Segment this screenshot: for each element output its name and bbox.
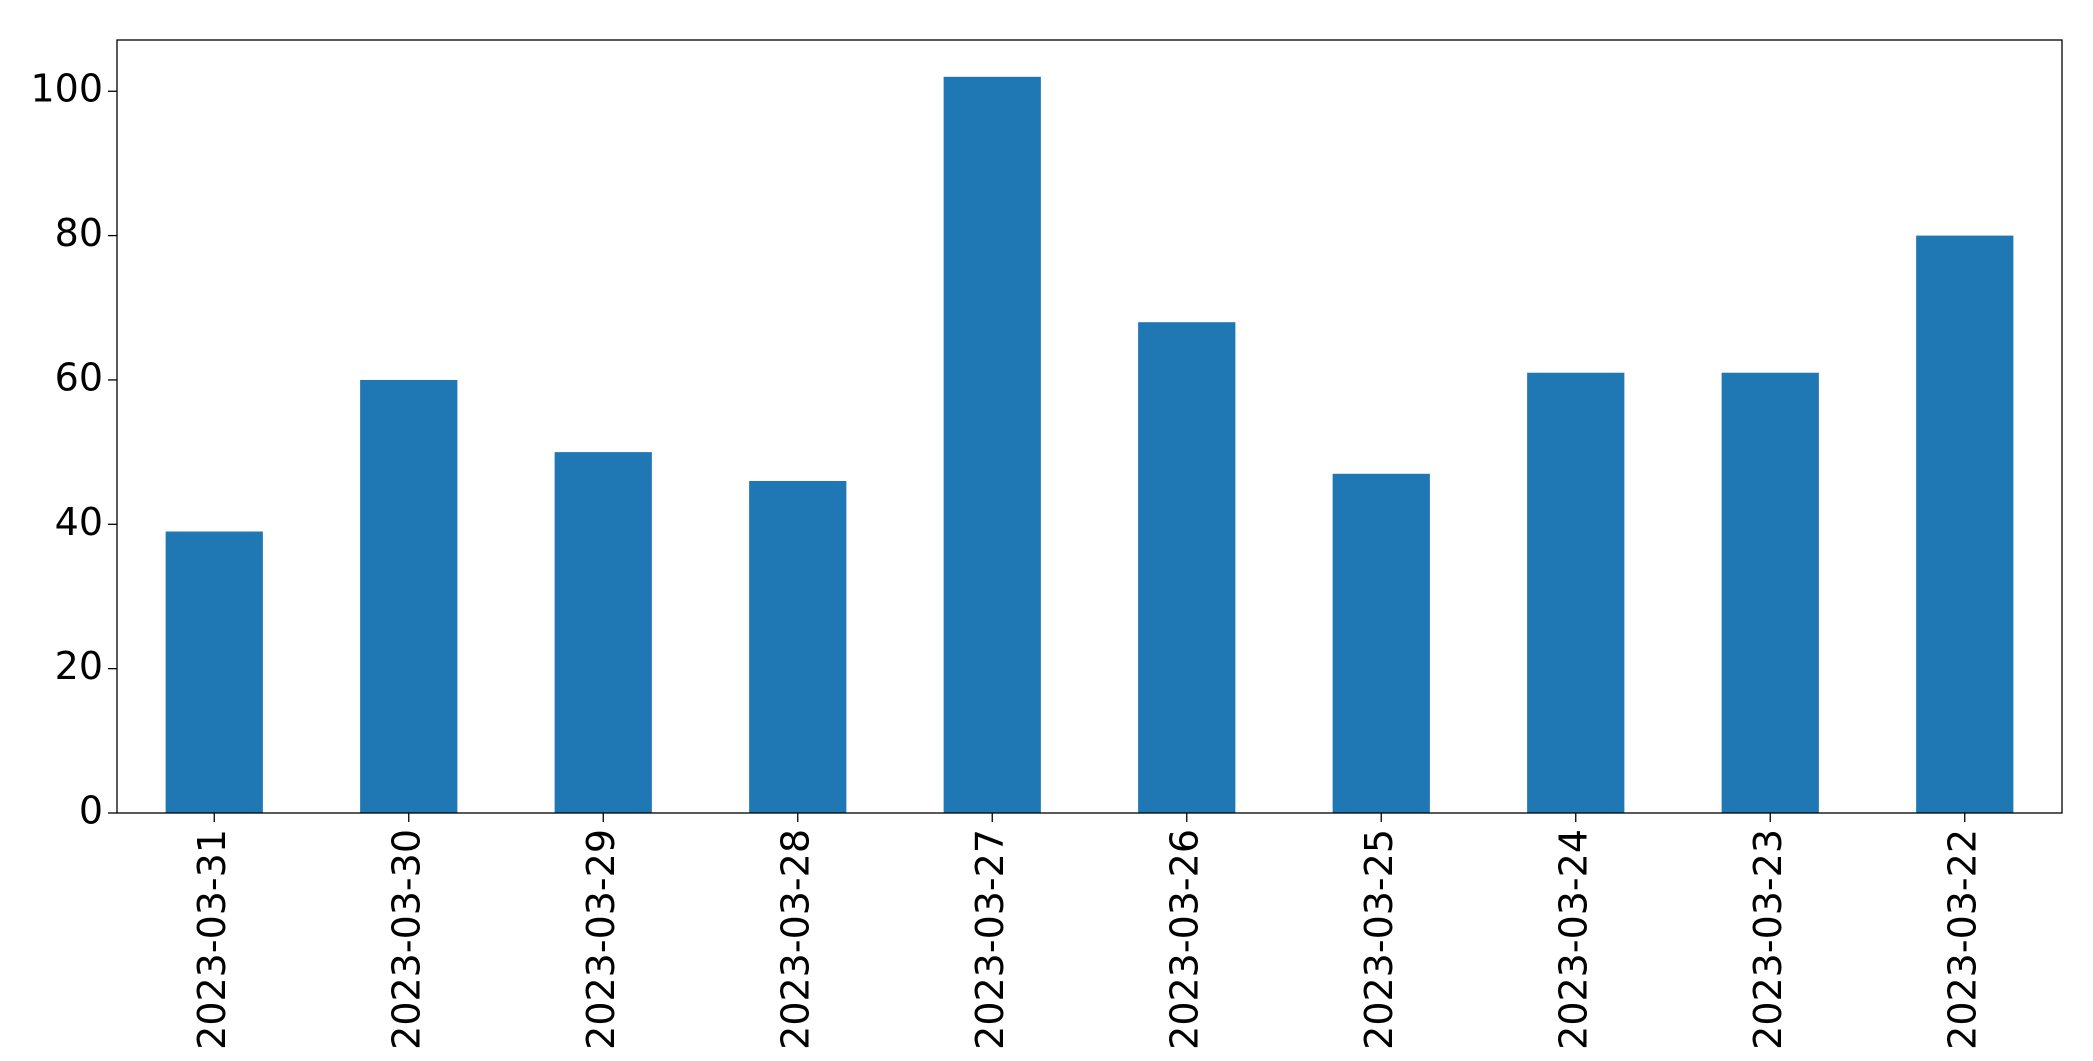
x-tick-label: 2023-03-25: [1357, 829, 1401, 1050]
y-tick-label: 0: [79, 789, 103, 833]
y-tick-label: 60: [55, 355, 103, 399]
x-tick-label: 2023-03-31: [190, 829, 234, 1050]
y-tick-label: 100: [30, 67, 103, 111]
y-tick-label: 80: [55, 211, 103, 255]
bar: [1138, 322, 1236, 813]
bar: [1721, 372, 1819, 813]
y-tick-label: 20: [55, 644, 103, 688]
bar: [165, 531, 263, 813]
x-tick-label: 2023-03-26: [1162, 829, 1206, 1050]
x-tick-label: 2023-03-22: [1940, 829, 1984, 1050]
bar: [360, 379, 458, 813]
y-tick-label: 40: [55, 500, 103, 544]
bar: [943, 76, 1041, 814]
x-tick-label: 2023-03-29: [579, 829, 623, 1050]
bar: [1916, 235, 2014, 813]
x-tick-label: 2023-03-30: [384, 829, 428, 1050]
x-tick-label: 2023-03-23: [1746, 829, 1790, 1050]
bar: [1332, 473, 1430, 813]
x-tick-label: 2023-03-24: [1551, 829, 1595, 1050]
x-tick-label: 2023-03-28: [773, 829, 817, 1050]
bar: [749, 480, 847, 813]
bar: [554, 452, 652, 813]
x-tick-label: 2023-03-27: [968, 829, 1012, 1050]
plot-frame: [116, 39, 2063, 814]
bar: [1527, 372, 1625, 813]
